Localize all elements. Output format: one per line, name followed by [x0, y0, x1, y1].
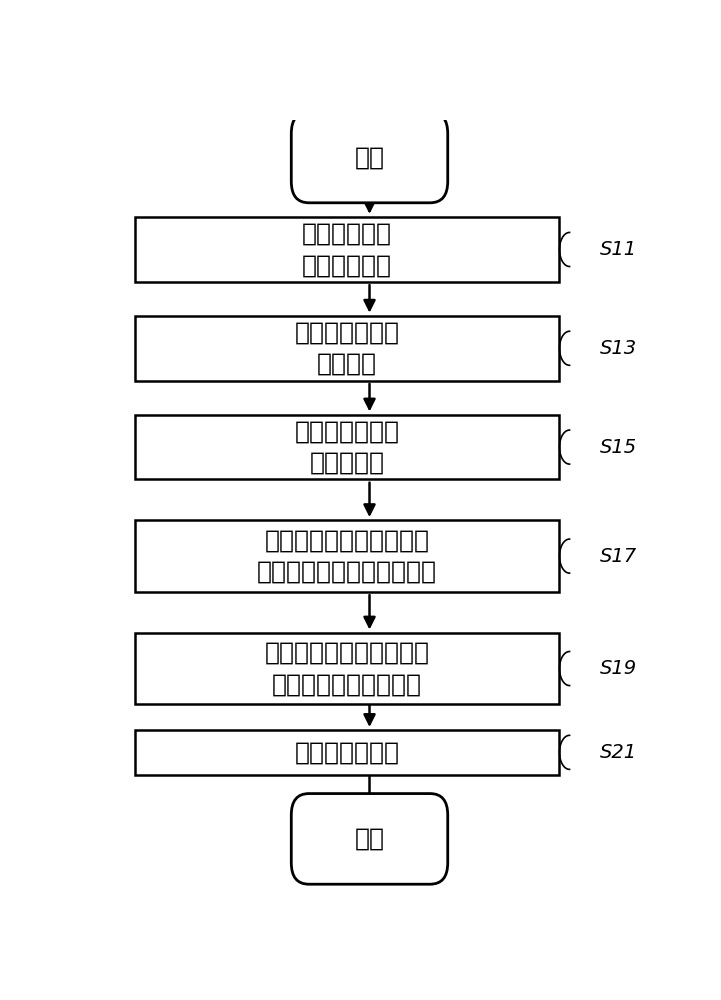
Text: S11: S11 [601, 240, 637, 259]
Text: S15: S15 [601, 438, 637, 457]
Bar [135, 633, 559, 704]
FancyBboxPatch shape [291, 794, 448, 884]
Text: S21: S21 [601, 743, 637, 762]
Text: 输出确定的限速: 输出确定的限速 [295, 740, 399, 764]
Text: 接收导航终端的
道路信息: 接收导航终端的 道路信息 [295, 320, 399, 376]
Text: 将导航终端的道路信息和
从相机获取的道路信息组合: 将导航终端的道路信息和 从相机获取的道路信息组合 [257, 528, 437, 584]
Bar [135, 730, 559, 774]
Text: 结束: 结束 [355, 827, 384, 851]
FancyBboxPatch shape [291, 112, 448, 203]
Text: S13: S13 [601, 339, 637, 358]
Bar [135, 217, 559, 282]
Text: S17: S17 [601, 547, 637, 566]
Text: 基于道路属性和行进路线
来确定交通标志的限速: 基于道路属性和行进路线 来确定交通标志的限速 [265, 641, 430, 696]
Text: 开始: 开始 [355, 145, 384, 169]
Text: 接收始发地和
目的地的输入: 接收始发地和 目的地的输入 [302, 222, 392, 277]
Bar [135, 415, 559, 479]
Text: 接收从相机获取
的道路信息: 接收从相机获取 的道路信息 [295, 419, 399, 475]
Bar [135, 316, 559, 381]
Text: S19: S19 [601, 659, 637, 678]
Bar [135, 520, 559, 592]
